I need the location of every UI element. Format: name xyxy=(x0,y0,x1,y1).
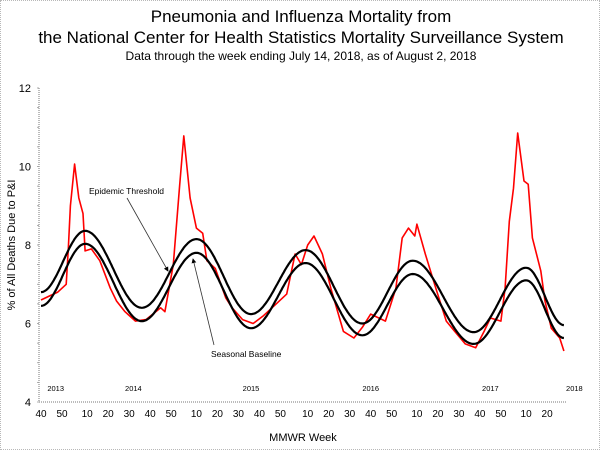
y-axis-label: % of All Deaths Due to P&I xyxy=(6,180,18,311)
x-tick-label: 20 xyxy=(542,409,554,420)
x-tick-label: 40 xyxy=(254,409,266,420)
x-tick-label: 10 xyxy=(191,409,203,420)
chart-subtitle: Data through the week ending July 14, 20… xyxy=(125,49,477,63)
x-tick-label: 50 xyxy=(386,409,398,420)
y-tick-label: 12 xyxy=(19,83,31,95)
arrow-epidemic-threshold xyxy=(126,197,169,272)
x-tick-label: 20 xyxy=(103,409,115,420)
x-tick-label: 30 xyxy=(344,409,356,420)
x-tick-label: 10 xyxy=(411,409,423,420)
x-tick-label: 10 xyxy=(302,409,314,420)
x-tick-label: 40 xyxy=(474,409,486,420)
x-tick-label: 10 xyxy=(521,409,533,420)
year-label-2018: 2018 xyxy=(566,384,583,393)
x-tick-label: 40 xyxy=(35,409,47,420)
chart-title: Pneumonia and Influenza Mortality from xyxy=(150,7,452,26)
chart-title-line2: the National Center for Health Statistic… xyxy=(38,28,564,47)
x-tick-label: 30 xyxy=(124,409,136,420)
x-tick-label: 40 xyxy=(145,409,157,420)
year-label-2015: 2015 xyxy=(243,384,260,393)
annotation-seasonal-baseline: Seasonal Baseline xyxy=(211,349,282,359)
y-tick-label: 10 xyxy=(19,162,31,174)
year-label-2013: 2013 xyxy=(47,384,64,393)
x-tick-label: 20 xyxy=(323,409,335,420)
y-tick-label: 6 xyxy=(25,319,31,331)
x-tick-label: 10 xyxy=(82,409,94,420)
x-tick-label: 50 xyxy=(495,409,507,420)
x-tick-label: 40 xyxy=(365,409,377,420)
year-label-2014: 2014 xyxy=(125,384,142,393)
y-tick-label: 8 xyxy=(25,240,31,252)
year-label-2016: 2016 xyxy=(362,384,379,393)
x-tick-label: 50 xyxy=(166,409,178,420)
series-line-threshold xyxy=(40,229,565,334)
x-tick-label: 30 xyxy=(453,409,465,420)
x-tick-label: 20 xyxy=(432,409,444,420)
series-line-observed xyxy=(40,132,565,352)
x-tick-label: 30 xyxy=(233,409,245,420)
x-tick-label: 20 xyxy=(212,409,224,420)
arrow-seasonal-baseline xyxy=(191,258,215,346)
x-tick-label: 50 xyxy=(56,409,68,420)
annotation-epidemic-threshold: Epidemic Threshold xyxy=(89,186,164,196)
x-axis-label: MMWR Week xyxy=(269,432,337,444)
x-tick-label: 50 xyxy=(275,409,287,420)
y-tick-label: 4 xyxy=(25,397,31,409)
year-label-2017: 2017 xyxy=(482,384,499,393)
series-line-baseline xyxy=(41,242,565,345)
